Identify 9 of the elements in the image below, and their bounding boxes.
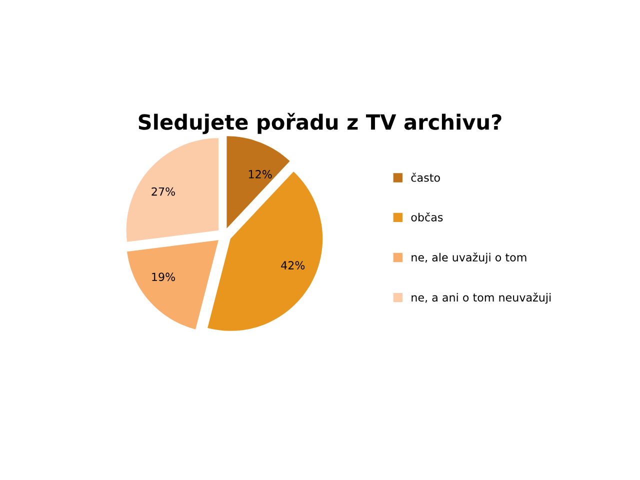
chart-title: Sledujete pořadu z TV archivu? [138, 112, 502, 134]
data-label: 27% [152, 187, 175, 196]
legend-label: ne, a ani o tom neuvažuji [412, 292, 551, 304]
legend-label: občas [411, 212, 443, 222]
data-label: 19% [152, 272, 175, 282]
legend-label: často [411, 172, 440, 182]
legend-label: ne, ale uvažuji o tom [412, 252, 526, 264]
data-label: 42% [281, 261, 305, 270]
data-label: 12% [248, 170, 272, 178]
